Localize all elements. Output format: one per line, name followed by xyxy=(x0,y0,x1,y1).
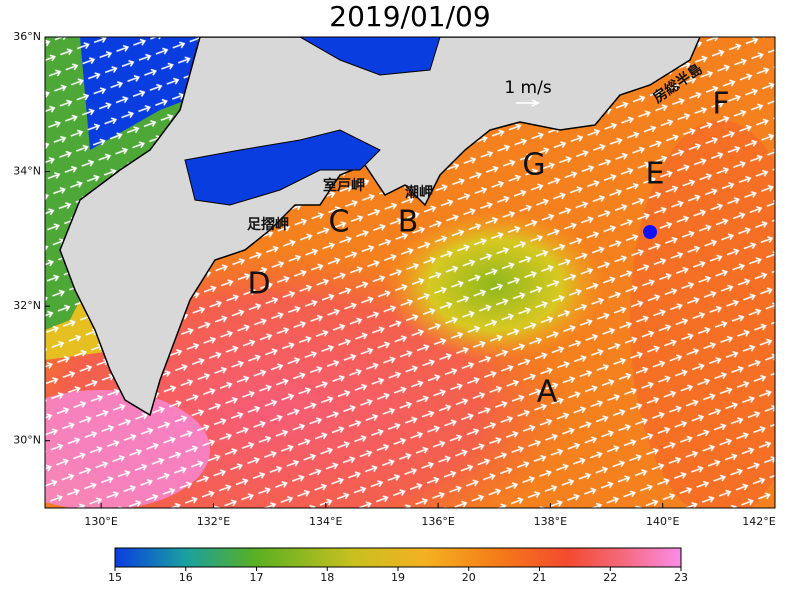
x-tick-label: 138°E xyxy=(534,515,567,528)
region-label: G xyxy=(522,148,545,183)
x-tick-label: 140°E xyxy=(646,515,679,528)
map-area xyxy=(45,37,775,508)
x-tick-label: 134°E xyxy=(309,515,342,528)
colorbar-tick-label: 17 xyxy=(250,571,264,584)
place-label: 潮岬 xyxy=(405,184,433,201)
y-tick-label: 32°N xyxy=(13,299,41,312)
region-label: E xyxy=(646,157,665,192)
scale-arrow xyxy=(516,99,540,107)
map-title: 2019/01/09 xyxy=(329,0,490,33)
colorbar-tick-label: 20 xyxy=(462,571,476,584)
region-label: C xyxy=(329,205,350,240)
region-label: F xyxy=(712,87,729,122)
y-tick-label: 34°N xyxy=(13,165,41,178)
place-label: 室戸岬 xyxy=(323,177,365,194)
x-tick-label: 136°E xyxy=(421,515,454,528)
region-label: A xyxy=(537,375,558,410)
colorbar xyxy=(114,547,682,568)
x-tick-label: 130°E xyxy=(84,515,117,528)
y-tick-label: 36°N xyxy=(13,30,41,43)
y-tick-label: 30°N xyxy=(13,434,41,447)
map-frame xyxy=(44,36,776,509)
region-label: B xyxy=(398,205,419,240)
colorbar-tick-label: 19 xyxy=(391,571,405,584)
colorbar-tick-label: 23 xyxy=(674,571,688,584)
x-tick-label: 132°E xyxy=(197,515,230,528)
colorbar-tick-label: 21 xyxy=(533,571,547,584)
colorbar-tick-label: 16 xyxy=(179,571,193,584)
x-tick-label: 142°E xyxy=(742,515,775,528)
colorbar-tick-label: 18 xyxy=(320,571,334,584)
scale-label: 1 m/s xyxy=(504,78,552,98)
place-label: 足摺岬 xyxy=(247,217,289,233)
colorbar-tick-label: 22 xyxy=(603,571,617,584)
region-label: D xyxy=(247,267,270,302)
colorbar-tick-label: 15 xyxy=(108,571,122,584)
